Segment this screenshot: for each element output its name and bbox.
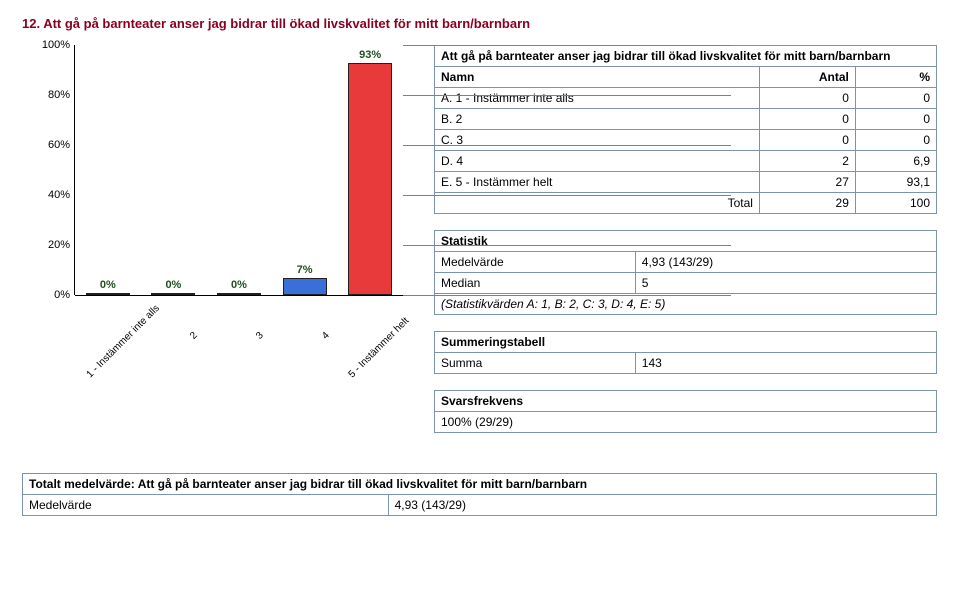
footer-value: 4,93 (143/29) (388, 495, 936, 516)
ytick: 80% (48, 89, 70, 101)
bar-col: 0% (217, 279, 261, 295)
row-name: E. 5 - Instämmer helt (435, 172, 760, 193)
summary-table: Summeringstabell Summa 143 (434, 331, 937, 374)
row-name: D. 4 (435, 151, 760, 172)
ytick: 0% (54, 289, 70, 301)
table-row: C. 300 (435, 130, 937, 151)
row-pct: 6,9 (855, 151, 936, 172)
table-row: E. 5 - Instämmer helt2793,1 (435, 172, 937, 193)
bar-col: 93% (348, 49, 392, 296)
bar-value-label: 7% (297, 264, 313, 276)
freq-title: Svarsfrekvens (435, 391, 937, 412)
bar-value-label: 0% (231, 279, 247, 291)
bar-value-label: 0% (100, 279, 116, 291)
x-category: 3 (216, 330, 266, 380)
col-antal: Antal (759, 67, 855, 88)
bar (348, 63, 392, 296)
footer-table: Totalt medelvärde: Att gå på barnteater … (22, 473, 937, 516)
summary-title: Summeringstabell (435, 332, 937, 353)
footer-title: Totalt medelvärde: Att gå på barnteater … (23, 474, 937, 495)
table-row: Median5 (435, 273, 937, 294)
summary-label: Summa (435, 353, 636, 374)
bar-col: 7% (283, 264, 327, 296)
x-category: 5 - Instämmer helt (347, 330, 397, 380)
row-count: 0 (759, 130, 855, 151)
stats-note: (Statistikvärden A: 1, B: 2, C: 3, D: 4,… (435, 294, 937, 315)
x-category: 1 - Instämmer inte alls (84, 330, 134, 380)
summary-value: 143 (635, 353, 936, 374)
row-name: C. 3 (435, 130, 760, 151)
bar (283, 278, 327, 296)
bar (217, 293, 261, 295)
total-pct: 100 (855, 193, 936, 214)
ytick: 60% (48, 139, 70, 151)
row-count: 2 (759, 151, 855, 172)
stat-value: 4,93 (143/29) (635, 252, 936, 273)
freq-table: Svarsfrekvens 100% (29/29) (434, 390, 937, 433)
footer-label: Medelvärde (23, 495, 389, 516)
stat-value: 5 (635, 273, 936, 294)
bar-value-label: 0% (165, 279, 181, 291)
table-row: A. 1 - Instämmer inte alls00 (435, 88, 937, 109)
row-pct: 0 (855, 130, 936, 151)
row-pct: 93,1 (855, 172, 936, 193)
x-category: 2 (150, 330, 200, 380)
col-percent: % (855, 67, 936, 88)
stat-label: Medelvärde (435, 252, 636, 273)
row-pct: 0 (855, 109, 936, 130)
row-name: A. 1 - Instämmer inte alls (435, 88, 760, 109)
bar-col: 0% (151, 279, 195, 295)
table-row: B. 200 (435, 109, 937, 130)
ytick: 40% (48, 189, 70, 201)
row-count: 27 (759, 172, 855, 193)
stats-table: Statistik Medelvärde4,93 (143/29)Median5… (434, 230, 937, 315)
bar (86, 293, 130, 295)
ytick: 20% (48, 239, 70, 251)
row-count: 0 (759, 109, 855, 130)
col-namn: Namn (435, 67, 760, 88)
x-category: 4 (281, 330, 331, 380)
row-name: B. 2 (435, 109, 760, 130)
bar-col: 0% (86, 279, 130, 295)
stats-title: Statistik (435, 231, 937, 252)
freq-value: 100% (29/29) (435, 412, 937, 433)
stat-label: Median (435, 273, 636, 294)
bar-value-label: 93% (359, 49, 381, 61)
ytick: 100% (42, 39, 70, 51)
bar-chart: 100%80%60%40%20%0% 0%0%0%7%93% 1 - Instä… (22, 45, 412, 390)
total-count: 29 (759, 193, 855, 214)
row-count: 0 (759, 88, 855, 109)
data-table: Att gå på barnteater anser jag bidrar ti… (434, 45, 937, 214)
table-row: D. 426,9 (435, 151, 937, 172)
bar (151, 293, 195, 295)
data-table-caption: Att gå på barnteater anser jag bidrar ti… (435, 46, 937, 67)
page-title: 12. Att gå på barnteater anser jag bidra… (22, 16, 937, 31)
table-row: Medelvärde4,93 (143/29) (435, 252, 937, 273)
row-pct: 0 (855, 88, 936, 109)
